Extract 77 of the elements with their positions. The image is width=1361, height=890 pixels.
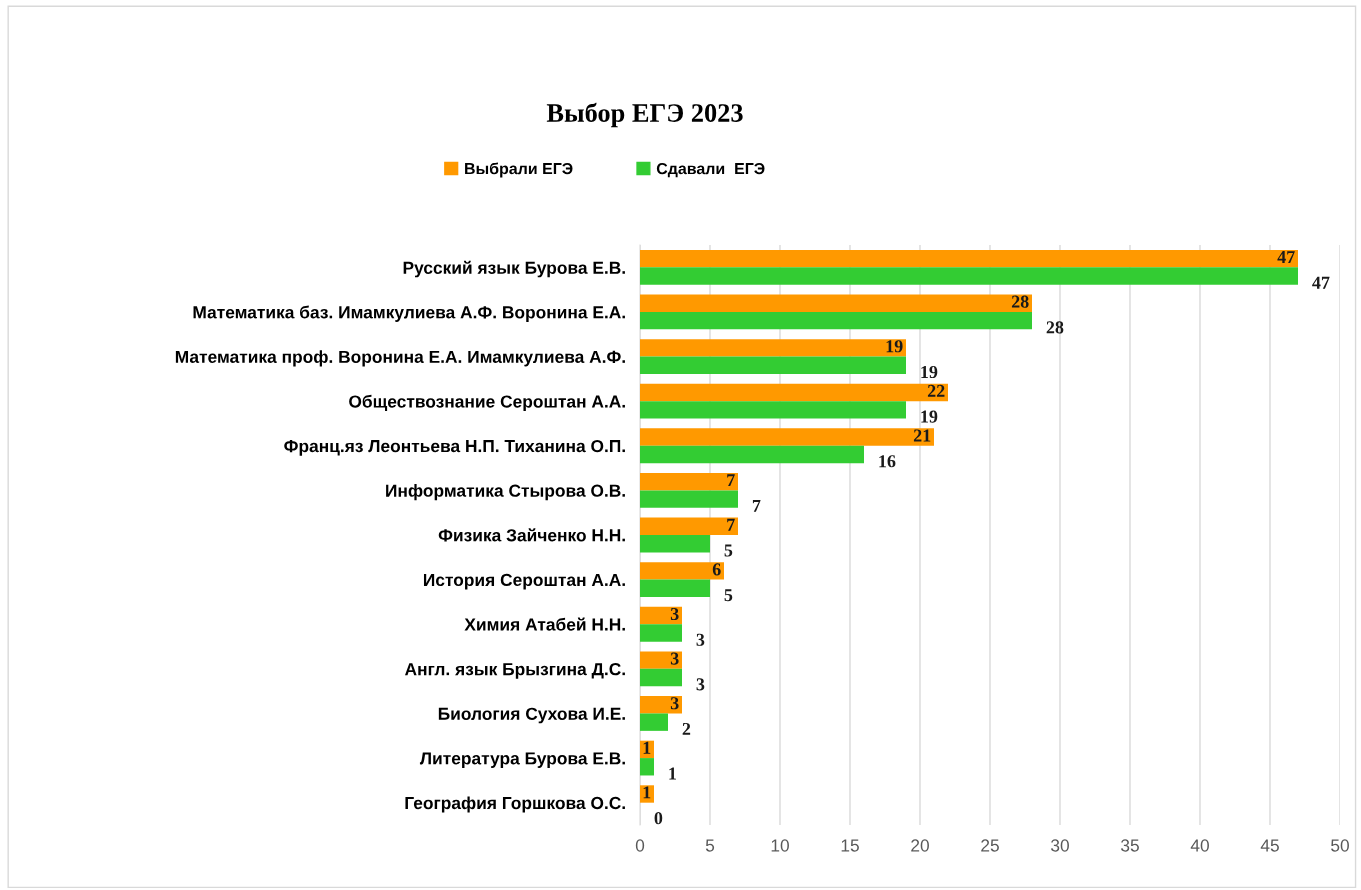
x-tick-label: 25 <box>981 839 999 852</box>
chart-title: Выбор ЕГЭ 2023 <box>546 102 743 128</box>
bar <box>640 696 682 714</box>
x-tick-label: 0 <box>635 839 645 852</box>
bar <box>640 651 682 669</box>
bar <box>640 311 1032 330</box>
bar <box>640 356 906 374</box>
bar <box>640 562 724 580</box>
data-label: 22 <box>927 384 945 397</box>
y-tick-label: Физика Зайченко Н.Н. <box>438 528 625 542</box>
bar <box>640 383 948 402</box>
y-tick-label: Обществознание Сероштан А.А. <box>349 394 625 412</box>
x-tick-label: 30 <box>1051 839 1069 852</box>
bar <box>640 445 864 464</box>
y-tick-label: История Сероштан А.А. <box>423 573 625 590</box>
data-label: 3 <box>696 678 705 691</box>
data-label: 5 <box>724 589 733 602</box>
y-tick-label: Биология Сухова И.Е. <box>438 707 625 724</box>
data-label: 2 <box>682 722 691 735</box>
bar <box>640 713 668 731</box>
data-label: 5 <box>724 544 733 557</box>
y-tick-label: Англ. язык Брызгина Д.С. <box>404 663 625 679</box>
x-tick-label: 40 <box>1190 839 1209 852</box>
data-label: 7 <box>727 518 735 531</box>
bar <box>640 535 710 553</box>
bar <box>640 579 710 598</box>
legend-label: Сдавали ЕГЭ <box>656 162 765 178</box>
x-tick-label: 20 <box>911 839 929 852</box>
data-label: 1 <box>643 786 651 799</box>
x-tick-label: 5 <box>705 839 715 852</box>
y-tick-label: Математика баз. Имамкулиева А.Ф. Воронина Е.А. <box>193 305 625 322</box>
data-label: 0 <box>654 812 663 825</box>
y-tick-label: Информатика Стырова О.В. <box>386 484 625 501</box>
data-label: 47 <box>1312 276 1330 289</box>
y-tick-label: Химия Атабей Н.Н. <box>464 617 625 631</box>
data-label: 16 <box>879 455 896 468</box>
data-label: 19 <box>921 410 938 423</box>
bar <box>640 517 738 535</box>
x-tick-label: 35 <box>1121 839 1139 852</box>
data-label: 47 <box>1277 251 1295 263</box>
bar <box>640 472 738 491</box>
y-tick-label: Математика проф. Воронина Е.А. Имамкулиева А.Ф. <box>175 350 625 367</box>
bar <box>640 267 1298 285</box>
y-tick-label: Франц.яз Леонтьева Н.П. Тиханина О.П. <box>284 439 625 456</box>
bar <box>640 401 906 419</box>
data-label: 28 <box>1046 321 1064 334</box>
bar <box>640 428 934 446</box>
data-label: 28 <box>1011 295 1029 308</box>
data-label: 3 <box>696 633 705 646</box>
x-tick-label: 50 <box>1331 839 1349 852</box>
data-label: 19 <box>886 340 903 353</box>
bar <box>640 785 654 803</box>
bar <box>640 490 738 508</box>
x-tick-label: 15 <box>841 839 859 852</box>
y-tick-label: География Горшкова О.С. <box>405 796 625 813</box>
y-tick-label: Русский язык Бурова Е.В. <box>403 260 625 278</box>
data-label: 3 <box>670 607 679 621</box>
bar <box>640 624 682 642</box>
bar <box>640 758 654 776</box>
bar <box>640 668 682 687</box>
x-tick-label: 45 <box>1260 839 1279 852</box>
data-label: 7 <box>752 499 761 512</box>
bar <box>640 606 682 625</box>
data-label: 3 <box>670 697 679 710</box>
data-label: 3 <box>670 652 679 665</box>
bar <box>640 294 1032 312</box>
y-tick-label: Литература Бурова Е.В. <box>419 752 625 768</box>
legend-label: Выбрали ЕГЭ <box>465 162 573 178</box>
data-label: 19 <box>921 365 938 379</box>
data-label: 1 <box>643 741 651 754</box>
data-label: 1 <box>669 767 676 780</box>
data-label: 6 <box>712 563 721 576</box>
bar <box>640 339 906 357</box>
data-label: 7 <box>727 474 735 487</box>
x-tick-label: 10 <box>771 839 789 852</box>
bar <box>640 249 1298 268</box>
data-label: 21 <box>913 429 931 442</box>
